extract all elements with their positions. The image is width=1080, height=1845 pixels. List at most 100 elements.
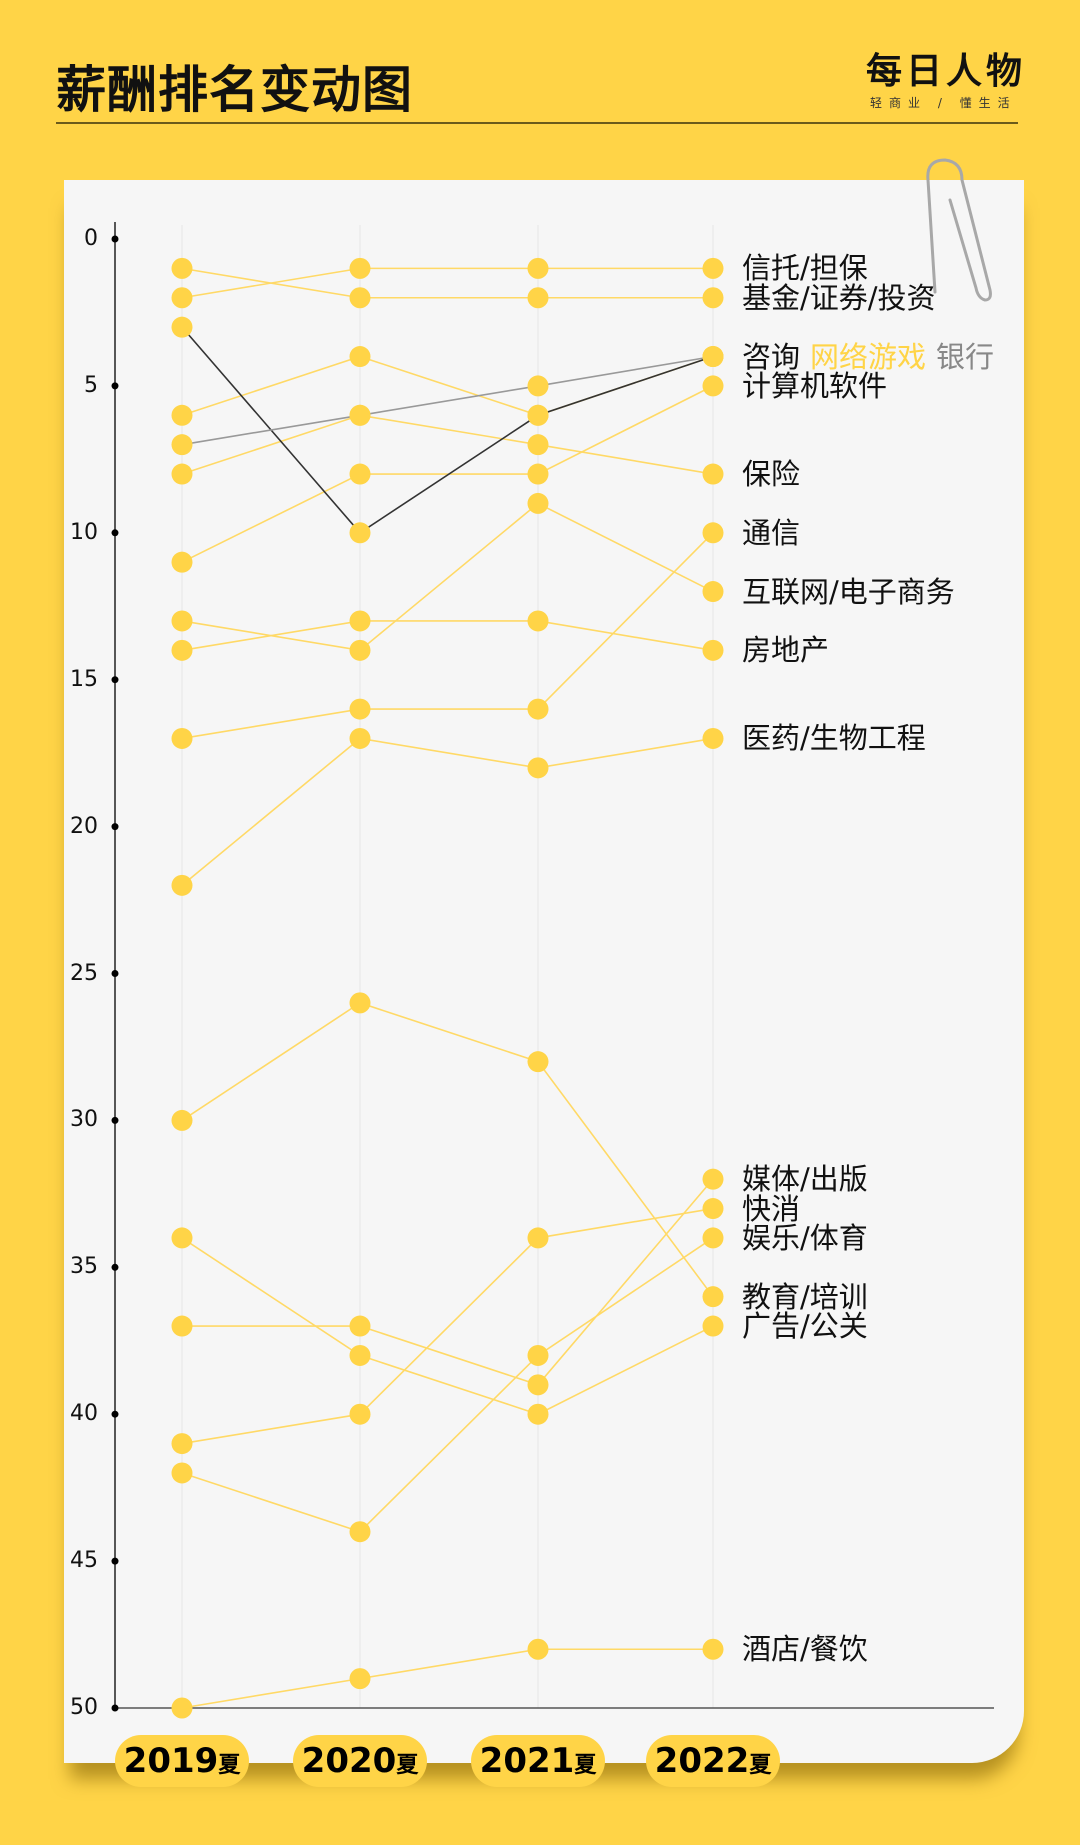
- y-tick-label: 25: [70, 960, 98, 986]
- category-suffix: 夏: [218, 1753, 241, 1778]
- series-label: 快消: [742, 1191, 801, 1226]
- data-point: [527, 1374, 549, 1396]
- series-label-row: 娱乐/体育: [742, 1221, 878, 1255]
- data-point: [702, 346, 724, 368]
- series-line-10: [181, 737, 714, 886]
- page-title: 薪酬排名变动图: [56, 61, 413, 119]
- y-tick-label: 0: [84, 226, 98, 251]
- data-point: [171, 257, 193, 279]
- data-point: [349, 1344, 371, 1366]
- series-label: 计算机软件: [742, 368, 888, 403]
- category-suffix: 夏: [396, 1753, 419, 1778]
- data-point: [527, 492, 549, 514]
- series-label: 娱乐/体育: [742, 1220, 868, 1255]
- data-point: [702, 1168, 724, 1190]
- data-point: [171, 1462, 193, 1484]
- data-point: [527, 1051, 549, 1073]
- data-point: [527, 610, 549, 632]
- data-point: [171, 874, 193, 896]
- series-label: 网络游戏: [810, 339, 927, 374]
- x-category-label: 2021夏: [471, 1735, 605, 1787]
- series-label: 医药/生物工程: [742, 721, 926, 756]
- paperclip-icon: [926, 158, 992, 302]
- y-tick-mark: [111, 235, 119, 243]
- data-point: [171, 1697, 193, 1719]
- data-point: [702, 727, 724, 749]
- data-point: [702, 375, 724, 397]
- series-line-12: [181, 1207, 714, 1445]
- series-label: 通信: [742, 515, 801, 550]
- series-line-6: [181, 414, 714, 475]
- series-line-14: [181, 1001, 714, 1298]
- series-label: 房地产: [742, 633, 830, 668]
- series-label-row: 计算机软件: [742, 369, 897, 403]
- y-tick-mark: [111, 1116, 119, 1124]
- y-tick-mark: [111, 970, 119, 977]
- data-point: [702, 522, 724, 544]
- data-point: [349, 1403, 371, 1425]
- data-point: [171, 551, 193, 573]
- data-point: [702, 1286, 724, 1308]
- data-point: [171, 463, 193, 485]
- y-tick-mark: [111, 1263, 119, 1271]
- data-point: [171, 727, 193, 749]
- series-label-row: 医药/生物工程: [742, 721, 936, 755]
- y-tick-mark: [111, 676, 119, 684]
- data-point: [702, 639, 724, 661]
- series-label: 银行: [936, 339, 995, 374]
- y-tick-label: 35: [70, 1254, 98, 1280]
- data-point: [349, 346, 371, 368]
- series-line-3: [181, 355, 714, 417]
- category-year: 2021: [479, 1741, 575, 1781]
- data-point: [702, 257, 724, 279]
- data-point: [527, 463, 549, 485]
- series-label-row: 通信: [742, 516, 810, 550]
- data-point: [349, 463, 371, 485]
- brand-tagline: 轻商业 / 懂生活: [870, 96, 1017, 110]
- series-label: 广告/公关: [742, 1309, 868, 1344]
- header-divider: [56, 122, 1018, 124]
- series-label: 保险: [742, 457, 801, 492]
- data-point: [171, 1109, 193, 1131]
- data-point: [527, 257, 549, 279]
- data-point: [349, 698, 371, 720]
- y-tick-mark: [111, 1410, 119, 1418]
- x-category-label: 2022夏: [646, 1735, 780, 1787]
- series-label-row: 酒店/餐饮: [742, 1632, 878, 1666]
- data-point: [349, 287, 371, 309]
- data-point: [171, 610, 193, 632]
- series-label: 互联网/电子商务: [742, 574, 955, 609]
- series-label-row: 信托/担保: [742, 251, 878, 285]
- data-point: [171, 1227, 193, 1249]
- series-line-15: [181, 1237, 714, 1416]
- series-line-11: [182, 1178, 714, 1386]
- data-point: [702, 463, 724, 485]
- series-label-row: 保险: [742, 457, 810, 491]
- series-label: 媒体/出版: [742, 1162, 868, 1197]
- series-line-16: [181, 1648, 713, 1709]
- series-line-1: [181, 267, 713, 299]
- data-point: [527, 1638, 549, 1660]
- series-line-4: [181, 355, 714, 446]
- series-line-9: [181, 620, 714, 652]
- category-suffix: 夏: [749, 1753, 772, 1778]
- data-point: [527, 1403, 549, 1425]
- data-point: [527, 1227, 549, 1249]
- category-year: 2020: [301, 1741, 397, 1781]
- series-label-row: 教育/培训: [742, 1280, 878, 1314]
- data-point: [527, 698, 549, 720]
- data-point: [349, 727, 371, 749]
- data-point: [702, 581, 724, 603]
- data-point: [171, 1315, 193, 1337]
- series-label: 酒店/餐饮: [742, 1632, 868, 1667]
- series-label-row: 房地产: [742, 633, 839, 667]
- category-suffix: 夏: [574, 1753, 597, 1778]
- series-line-5: [181, 385, 714, 563]
- data-point: [171, 404, 193, 426]
- series-line-8: [181, 502, 714, 652]
- data-point: [171, 639, 193, 661]
- series-line-13: [181, 1237, 714, 1533]
- data-point: [527, 287, 549, 309]
- data-point: [349, 1521, 371, 1543]
